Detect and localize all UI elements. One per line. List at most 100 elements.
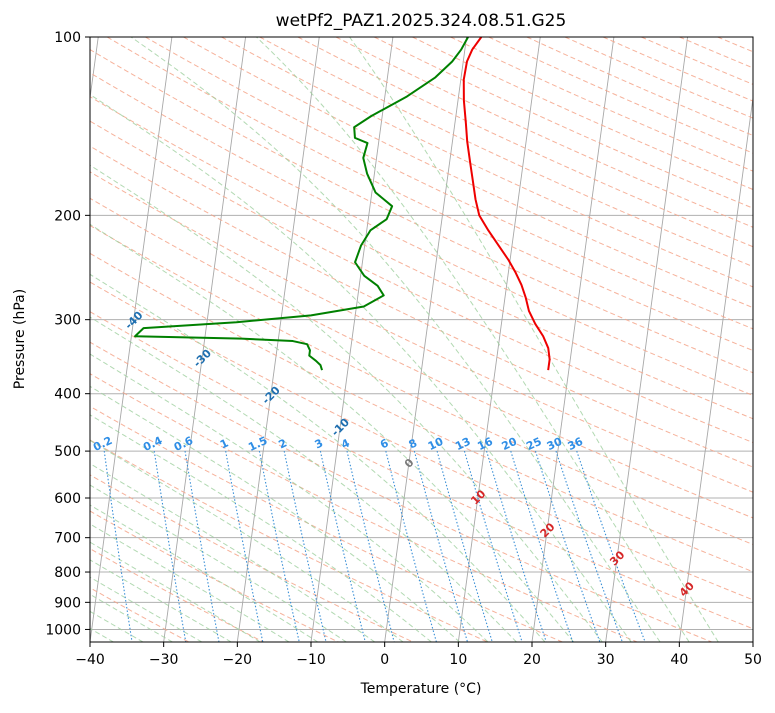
plot-background [90,37,753,642]
dry-adiabat-100 [90,171,753,493]
mixing-label-30: 30 [545,435,565,453]
x-tick-label--10: −10 [296,652,326,668]
isotherm-30 [605,37,689,642]
isotherm-10 [457,37,541,642]
y-tick-label-300: 300 [54,313,81,329]
x-tick-label-0: 0 [380,652,389,668]
dry-adiabat-250 [450,37,753,172]
isotherm-20 [531,37,615,642]
profile-series [134,37,551,371]
moist-adiabat--12 [90,504,319,642]
moist-adiabat-lines [90,37,719,642]
isotherm-0 [384,37,468,642]
mixing-label-10: 10 [426,435,446,453]
x-tick-label-40: 40 [670,652,688,668]
x-tick-label--20: −20 [223,652,253,668]
dry-adiabat-180 [183,37,753,309]
moist-adiabat--20 [90,541,261,642]
x-tick-label--30: −30 [149,652,179,668]
y-tick-label-500: 500 [54,444,81,460]
y-axis-ticks: 100 200 300 400 500 600 700 800 900 1000 [45,30,90,638]
moist-adiabat-44 [349,37,719,642]
plot-frame [89,36,754,643]
chart-title: wetPf2_PAZ1.2025.324.08.51.G25 [276,11,567,31]
mixing-line-8 [413,450,469,642]
x-tick-label--40: −40 [75,652,105,668]
dry-adiabat-30 [90,373,638,642]
isotherm-40 [678,94,753,642]
moist-adiabat-40 [256,37,690,642]
dry-adiabat-130 [90,96,753,420]
dry-adiabat-210 [297,37,753,248]
moist-adiabat-36 [130,37,661,642]
moist-adiabat-32 [90,93,632,642]
dry-adiabat-240 [412,37,753,191]
mixing-line-0.2 [103,451,133,642]
mixing-line-0.4 [153,451,187,642]
dry-adiabat-260 [488,37,753,154]
moist-adiabat-0 [90,439,404,642]
dry-adiabat-170 [145,37,753,330]
dry-adiabat-150 [90,48,753,374]
dry-adiabat-20 [90,405,563,642]
x-tick-label-50: 50 [744,652,762,668]
dry-adiabat-0 [90,474,414,642]
temperature-profile [462,37,551,371]
mixing-line-1 [225,451,264,642]
dry-adiabat-140 [90,72,753,396]
y-tick-label-900: 900 [54,595,81,611]
mixing-line-6 [385,450,437,642]
y-tick-label-600: 600 [54,491,81,507]
y-tick-label-100: 100 [54,30,81,46]
y-tick-label-1000: 1000 [45,622,81,638]
y-tick-label-200: 200 [54,208,81,224]
mixing-line-13 [463,450,523,642]
mixing-line-36 [576,450,646,642]
mixing-line-4 [346,450,395,642]
dry-adiabat-230 [374,37,753,209]
mixing-label-16: 16 [475,435,495,453]
mixing-ratio-lines [103,450,646,642]
mixing-label-25: 25 [524,435,543,453]
x-tick-label-20: 20 [523,652,541,668]
isotherm-lines [90,37,753,642]
mixing-line-1.5 [258,450,300,642]
y-tick-label-800: 800 [54,565,81,581]
pressure-grid [90,37,753,630]
dry-adiabat-120 [90,120,753,444]
mixing-line-3 [319,450,366,642]
x-tick-label-30: 30 [597,652,615,668]
moist-adiabat-16 [90,316,517,642]
moist-adiabat--8 [90,484,347,642]
dewpoint-profile [134,37,469,371]
moist-adiabat--24 [90,559,232,642]
dry-adiabat-60 [90,281,753,601]
dry-adiabat-220 [335,37,753,228]
dry-adiabat-90 [90,197,753,519]
mixing-line-0.6 [184,451,220,642]
moist-adiabat-20 [90,273,546,642]
y-tick-label-400: 400 [54,387,81,403]
dry-adiabat-200 [259,37,753,268]
moist-adiabat-8 [90,385,461,642]
x-axis-ticks: −40 −30 −20 −10 0 10 20 30 40 50 [75,642,762,668]
y-tick-label-700: 700 [54,531,81,547]
mixing-line-10 [436,450,493,642]
mixing-label-36: 36 [566,435,586,453]
moist-adiabat--28 [90,576,203,642]
moist-adiabat-28 [90,164,603,642]
isotherm--40 [90,37,173,642]
mixing-line-2 [283,450,327,642]
isotherm--30 [163,37,247,642]
y-axis-label: Pressure (hPa) [12,289,28,389]
mixing-line-30 [555,450,623,642]
dry-adiabat-40 [90,341,712,642]
x-axis-label: Temperature (°C) [360,681,482,697]
mixing-label-20: 20 [500,435,520,453]
moist-adiabat-4 [90,414,432,642]
x-tick-label-10: 10 [449,652,467,668]
mixing-label-13: 13 [453,435,472,453]
dry-adiabat-160 [106,37,753,352]
